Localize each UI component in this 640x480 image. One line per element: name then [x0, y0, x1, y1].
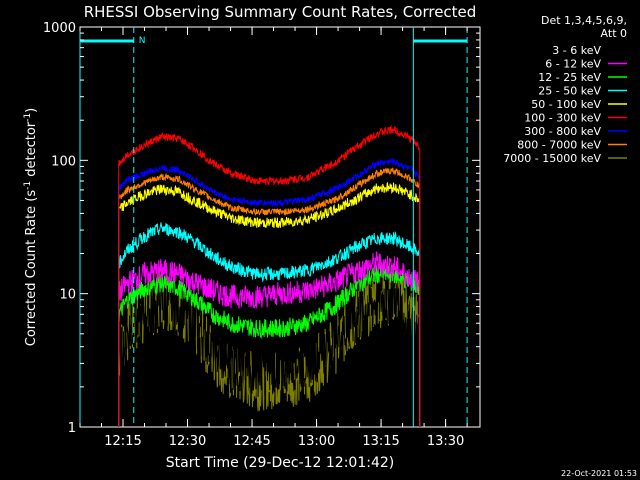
y-axis: 1 10 100 1000: [43, 21, 480, 436]
legend-header: Att 0: [601, 27, 627, 40]
series-line: [118, 124, 421, 427]
legend-item-label: 300 - 800 keV: [524, 125, 601, 138]
x-tick-label: 13:30: [427, 434, 464, 449]
legend-item-label: 50 - 100 keV: [531, 98, 601, 111]
x-tick-label: 12:45: [233, 434, 270, 449]
legend-item-label: 25 - 50 keV: [538, 85, 601, 98]
y-tick-label: 1000: [43, 21, 76, 36]
y-axis-label-exp-1: -1: [23, 181, 33, 190]
legend-item-label: 3 - 6 keV: [552, 44, 601, 57]
chart-title: RHESSI Observing Summary Count Rates, Co…: [84, 3, 477, 21]
x-tick-label: 12:15: [104, 434, 141, 449]
series-line: [118, 167, 421, 427]
series-line: [118, 182, 421, 427]
y-axis-label-exp-2: -1: [23, 113, 33, 122]
series-line: [118, 222, 421, 427]
y-tick-label: 100: [51, 154, 76, 169]
y-axis-label-part-3: ): [24, 108, 39, 113]
legend-item-label: 100 - 300 keV: [524, 112, 601, 125]
x-axis-label: Start Time (29-Dec-12 12:01:42): [166, 455, 394, 471]
x-tick-label: 13:15: [362, 434, 399, 449]
night-flag: N: [139, 36, 146, 46]
y-axis-label: Corrected Count Rate (s-1 detector-1): [23, 108, 39, 346]
y-tick-label: 1: [68, 421, 76, 436]
series-line: [118, 157, 421, 427]
series-line: [118, 251, 421, 427]
y-axis-label-part-1: Corrected Count Rate (s: [24, 190, 39, 347]
legend-item-label: 6 - 12 keV: [545, 58, 601, 71]
overlay-group: N: [79, 27, 468, 427]
x-tick-label: 12:30: [169, 434, 206, 449]
y-tick-label: 10: [59, 288, 76, 303]
series-group: [118, 124, 421, 427]
timestamp: 22-Oct-2021 01:53: [561, 469, 637, 478]
x-tick-label: 13:00: [298, 434, 335, 449]
legend-header: Det 1,3,4,5,6,9,: [541, 14, 627, 27]
legend-item-label: 12 - 25 keV: [538, 71, 601, 84]
legend-item-label: 7000 - 15000 keV: [503, 152, 601, 165]
series-line: [118, 264, 421, 427]
legend-item-label: 800 - 7000 keV: [517, 139, 601, 152]
x-axis: 12:15 12:30 12:45 13:00 13:15 13:30: [79, 27, 468, 449]
y-axis-label-part-2: detector: [24, 121, 39, 181]
